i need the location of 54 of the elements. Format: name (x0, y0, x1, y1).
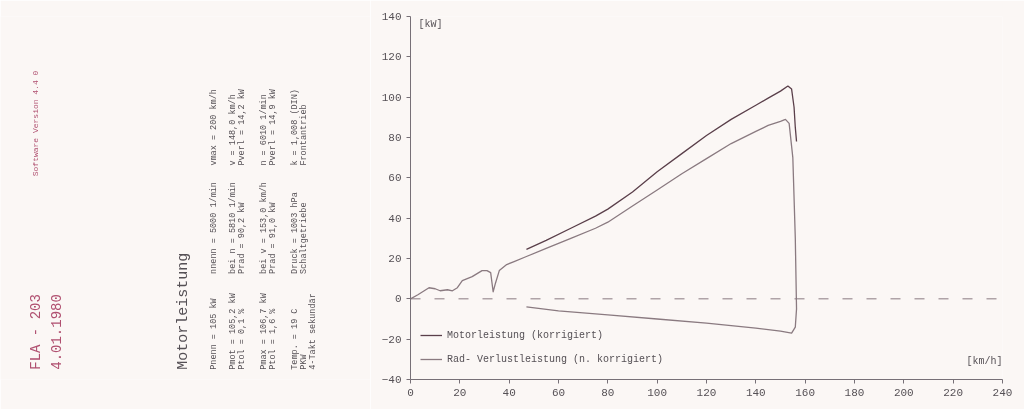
y-tick-label: 100 (381, 91, 402, 104)
x-tick-label: 120 (696, 386, 717, 399)
x-tick-label: 20 (453, 386, 467, 399)
text: Pverl = 14,2 kW (236, 88, 247, 166)
text: Ptol = 0,1 % (236, 307, 247, 370)
x-tick-label: 180 (844, 386, 865, 399)
text: Ptol = 1,6 % (267, 307, 278, 370)
x-tick-label: 240 (992, 386, 1013, 399)
y-tick-label: 60 (388, 172, 402, 185)
legend-label: Rad- Verlustleistung (n. korrigiert) (447, 353, 664, 365)
text: bei n = 5810 1/min (227, 182, 238, 274)
y-tick-label: −40 (381, 374, 402, 386)
y-tick-label: 120 (381, 51, 402, 64)
text: PKW (298, 353, 309, 370)
x-tick-label: 60 (551, 386, 566, 399)
x-tick-label: 80 (601, 386, 615, 399)
text: Prad = 90,2 kW (236, 201, 247, 274)
text: Schaltgetriebe (298, 202, 309, 274)
x-tick-label: 100 (647, 386, 668, 399)
y-tick-label: 140 (381, 11, 402, 23)
text: Temp. = 19 C (289, 308, 300, 370)
text: Motorleistung (175, 252, 192, 370)
text: Prad = 91,0 kW (267, 201, 278, 274)
y-tick-label: 80 (388, 132, 402, 144)
text: Frontantrieb (298, 104, 309, 166)
text: 4.01.1980 (48, 294, 65, 370)
text: Druck = 1003 hPa (289, 192, 300, 274)
text: Pverl = 14,9 kW (267, 88, 278, 166)
text: Software Version 4.4 0 (31, 70, 40, 177)
x-axis-title: [km/h] (966, 356, 1003, 367)
y-tick-label: −20 (381, 333, 402, 346)
text: n = 6010 1/min (258, 94, 269, 166)
y-axis-title: [kW] (418, 18, 443, 30)
text: 4-Takt sekundär (307, 293, 318, 370)
x-tick-label: 140 (745, 386, 766, 399)
x-tick-label: 40 (502, 386, 516, 399)
text: nnenn = 5000 1/min (208, 182, 219, 274)
text: bei v = 153,0 km/h (258, 182, 269, 274)
text: Pnenn = 105 kW (208, 297, 219, 370)
line-series (525, 85, 798, 251)
text: FLA - 203 (27, 294, 44, 370)
x-tick-label: 200 (893, 386, 914, 399)
text: Pmax = 106,7 kW (258, 292, 269, 370)
text: v = 148,0 km/h (227, 94, 238, 166)
y-tick-label: 40 (388, 212, 402, 225)
x-tick-label: 160 (795, 386, 816, 399)
text: k = 1,008 (DIN) (289, 89, 300, 166)
text: vmax = 200 km/h (208, 89, 219, 166)
text: Pmot = 105,2 kW (227, 292, 238, 370)
y-tick-label: 20 (388, 253, 402, 265)
x-tick-label: 220 (943, 386, 964, 399)
legend-label: Motorleistung (korrigiert) (447, 329, 604, 341)
y-tick-label: 0 (394, 293, 402, 306)
x-tick-label: 0 (407, 386, 414, 399)
